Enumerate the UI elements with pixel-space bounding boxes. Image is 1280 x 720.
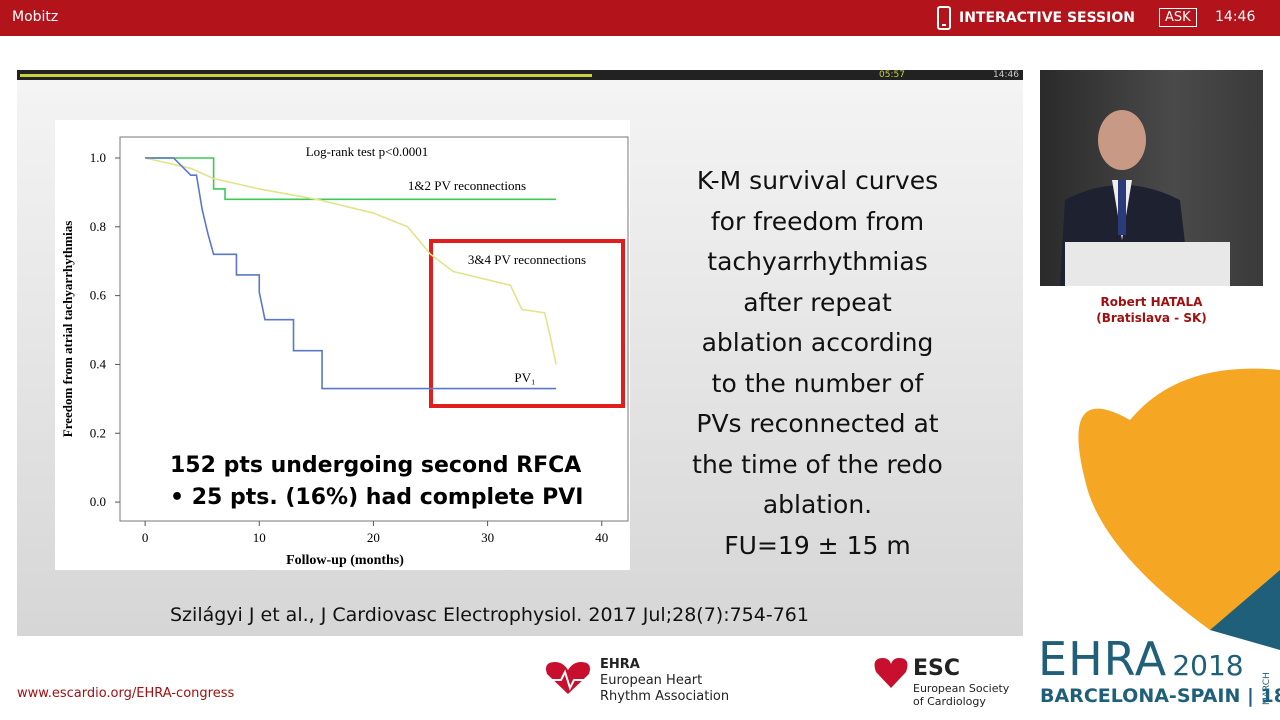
km-chart: Log-rank test p<0.0001 Freedom from atri… xyxy=(60,136,629,568)
dates: 18 / 20 xyxy=(1260,685,1280,707)
y-tick-label: 0.8 xyxy=(90,219,106,234)
clock: 14:46 xyxy=(1215,9,1256,25)
speaker-figure xyxy=(1060,110,1230,286)
slide-text-line: K-M survival curves xyxy=(696,166,939,195)
chart-panel: Log-rank test p<0.0001 Freedom from atri… xyxy=(55,120,630,570)
phone-icon xyxy=(937,6,951,30)
esc-line: of Cardiology xyxy=(913,695,986,708)
y-tick-label: 1.0 xyxy=(90,150,106,165)
overlay-text: 152 pts undergoing second RFCA • 25 pts.… xyxy=(170,450,583,514)
survival-curve xyxy=(144,157,557,365)
y-tick-label: 0.6 xyxy=(90,288,107,303)
duration: 14:46 xyxy=(993,70,1019,80)
slide-text-line: tachyarrhythmias xyxy=(707,247,928,276)
place: BARCELONA-SPAIN xyxy=(1040,685,1241,707)
slide-text-line: the time of the redo xyxy=(692,449,943,479)
survival-curve xyxy=(145,157,557,201)
x-tick-label: 0 xyxy=(142,530,149,545)
y-axis-label: Freedom from atrial tachyarrhythmias xyxy=(60,221,75,438)
citation: Szilágyi J et al., J Cardiovasc Electrop… xyxy=(170,604,809,626)
esc-line: European Society xyxy=(913,682,1010,695)
y-tick-label: 0.4 xyxy=(90,356,107,371)
ehra-line: European Heart xyxy=(600,673,703,688)
speaker-video xyxy=(1040,70,1263,286)
x-axis-label: Follow-up (months) xyxy=(286,553,404,568)
elapsed: 05:57 xyxy=(879,70,905,80)
highlight-box xyxy=(429,239,625,408)
annotation: Log-rank test p<0.0001 xyxy=(306,144,429,159)
slide-text-line: ablation. xyxy=(762,490,873,519)
session-label: INTERACTIVE SESSION xyxy=(959,10,1135,26)
overlay-line: • 25 pts. (16%) had complete PVI xyxy=(170,485,584,510)
esc-brand: ESC European Society of Cardiology xyxy=(913,656,1009,708)
slide-text-line: FU=19 ± 15 m xyxy=(724,530,911,560)
speaker-name: Robert HATALA xyxy=(1100,295,1203,309)
ehra-brand: EHRA European Heart Rhythm Association xyxy=(600,657,729,705)
ehra-logo xyxy=(545,662,591,694)
ehra-abbr: EHRA xyxy=(600,657,640,672)
progress-fill xyxy=(20,74,592,77)
x-tick-label: 20 xyxy=(367,530,380,545)
slide-text-line: ablation according xyxy=(701,328,934,357)
speaker-location: (Bratislava - SK) xyxy=(1096,311,1207,325)
esc-abbr: ESC xyxy=(913,656,961,681)
slide-text-line: after repeat xyxy=(743,287,892,317)
series-label: PV₁ xyxy=(514,370,535,385)
progress-bar[interactable]: 05:57 14:46 xyxy=(17,70,1023,82)
overlay-line: 152 pts undergoing second RFCA xyxy=(170,453,582,478)
top-bar: Mobitz INTERACTIVE SESSION ASK 14:46 xyxy=(0,0,1280,36)
congress-year: 2018 xyxy=(1172,649,1244,682)
survival-curve xyxy=(145,157,557,390)
plot-frame xyxy=(119,136,629,522)
heart-decoration xyxy=(1078,368,1280,650)
slide-text-line: PVs reconnected at xyxy=(696,409,939,438)
congress-place: BARCELONA-SPAIN | 18 / 20 xyxy=(1040,685,1280,707)
slide-text: K-M survival curves for freedom from tachy… xyxy=(660,166,975,571)
series-label: 1&2 PV reconnections xyxy=(408,178,526,193)
x-tick-label: 30 xyxy=(481,530,494,545)
series-label: 3&4 PV reconnections xyxy=(468,252,586,267)
slide-text-line: for freedom from xyxy=(710,206,925,236)
ask-button[interactable]: ASK xyxy=(1159,8,1197,27)
x-tick-label: 10 xyxy=(253,530,266,545)
congress-month: MARCH xyxy=(1262,672,1272,705)
congress-logo: EHRA 2018 xyxy=(1038,632,1244,686)
y-tick-label: 0.2 xyxy=(90,425,106,440)
speaker-info: Robert HATALA (Bratislava - SK) xyxy=(1040,294,1263,326)
app-name: Mobitz xyxy=(12,9,59,25)
slide-text-line: to the number of xyxy=(711,368,924,398)
x-tick-label: 40 xyxy=(595,530,608,545)
y-tick-label: 0.0 xyxy=(90,494,106,509)
footer-url[interactable]: www.escardio.org/EHRA-congress xyxy=(17,686,235,701)
ehra-line: Rhythm Association xyxy=(600,689,730,704)
congress-name: EHRA xyxy=(1038,632,1168,686)
esc-logo xyxy=(874,658,908,688)
